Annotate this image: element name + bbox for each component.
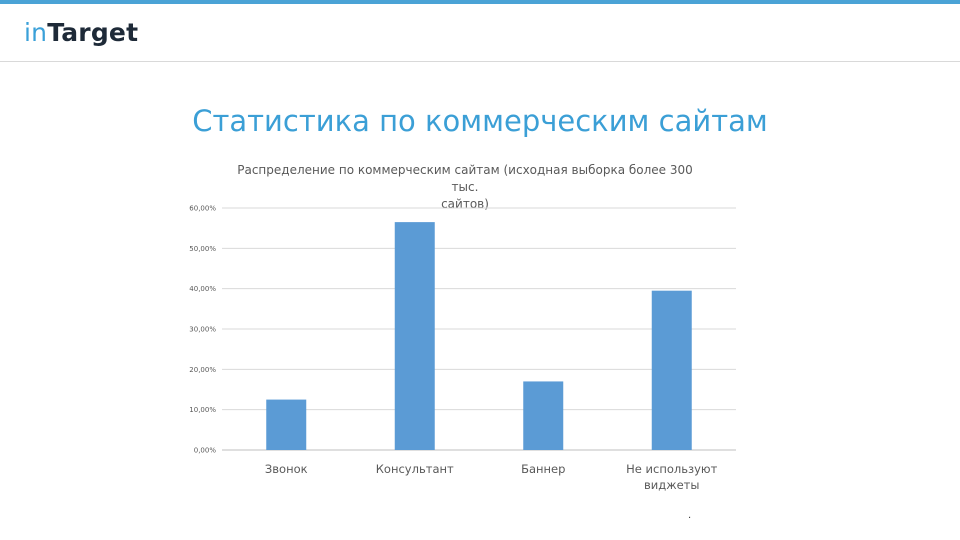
y-tick-label: 50,00%: [189, 245, 216, 253]
category-label: Звонок: [265, 462, 308, 476]
category-label: виджеты: [644, 478, 699, 492]
intarget-logo[interactable]: inTarget: [24, 18, 138, 48]
logo-in-text: in: [24, 18, 48, 47]
y-tick-label: 60,00%: [189, 205, 216, 213]
bar: [651, 290, 692, 450]
footnote-dot: .: [688, 510, 692, 521]
y-tick-label: 0,00%: [194, 447, 217, 455]
chart-bars: [266, 222, 692, 450]
slide-title: Статистика по коммерческим сайтам: [192, 104, 768, 138]
y-tick-label: 30,00%: [189, 326, 216, 334]
chart-category-labels: Звонок Консультант Баннер Не используют видж…: [265, 462, 718, 492]
y-tick-label: 20,00%: [189, 366, 216, 374]
chart-gridlines: [222, 207, 736, 451]
bar: [266, 399, 307, 450]
category-label: Не используют: [626, 462, 717, 476]
chart-title-line-1: Распределение по коммерческим сайтам (ис…: [237, 163, 693, 194]
category-label: Консультант: [376, 462, 454, 476]
category-label: Баннер: [521, 462, 565, 476]
y-tick-label: 10,00%: [189, 406, 216, 414]
bar: [394, 222, 435, 450]
header-divider: [0, 61, 960, 62]
top-accent-bar: [0, 0, 960, 4]
bar: [523, 381, 564, 450]
logo-target-text: Target: [47, 18, 139, 47]
y-tick-label: 40,00%: [189, 285, 216, 293]
chart-y-tick-labels: 0,00% 10,00% 20,00% 30,00% 40,00% 50,00% 60,00…: [189, 205, 216, 455]
